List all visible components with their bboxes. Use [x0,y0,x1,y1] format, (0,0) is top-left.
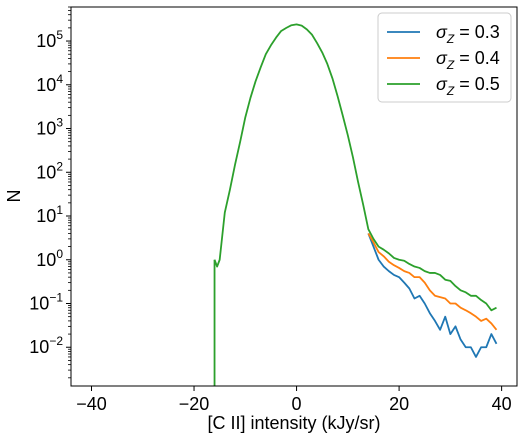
y-tick-label: 105 [36,28,63,51]
legend-label-3: σZ = 0.5 [436,74,500,98]
y-tick-label: 103 [36,116,63,139]
legend-box [377,12,512,103]
series-line-1 [367,233,498,358]
y-tick-label: 10−1 [29,290,63,313]
y-axis-label: N [4,190,24,203]
series-line-2 [367,232,498,331]
y-tick-label: 10−2 [29,334,63,357]
y-axis: 10−2 10−1 100 101 102 103 104 105 [29,6,71,379]
x-axis-label: [C II] intensity (kJy/sr) [207,413,380,433]
y-tick-label: 104 [36,72,63,95]
legend-label-1: σZ = 0.3 [436,22,500,46]
series-line-3 [213,23,497,312]
x-tick-label: 0 [292,394,302,414]
x-tick-label: −20 [179,394,210,414]
x-tick-label: −40 [76,394,107,414]
x-tick-label: 20 [389,394,409,414]
y-tick-label: 101 [36,203,63,226]
y-tick-label: 102 [36,159,63,182]
x-axis: −40 −20 0 20 40 [76,386,512,414]
plot-area [213,23,498,386]
y-tick-label: 100 [36,247,63,270]
legend-label-2: σZ = 0.4 [436,48,500,72]
x-tick-label: 40 [492,394,512,414]
axes-frame [70,6,518,387]
legend: σZ = 0.3σZ = 0.4σZ = 0.5 [377,12,512,103]
